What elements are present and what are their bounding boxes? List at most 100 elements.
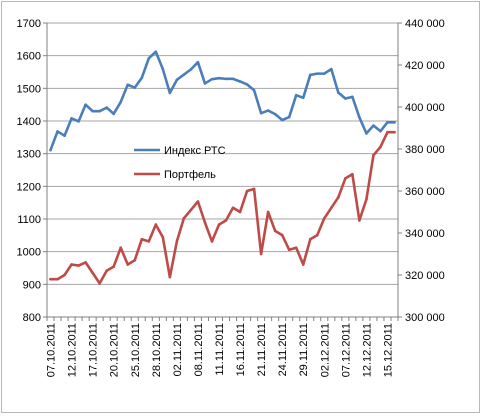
data-point xyxy=(70,263,73,266)
x-axis-tick-label: 25.10.2011 xyxy=(130,323,142,377)
data-point xyxy=(140,238,144,241)
data-point xyxy=(154,50,158,54)
data-point xyxy=(154,223,158,226)
series-line-1 xyxy=(49,130,396,285)
data-point xyxy=(70,117,73,120)
data-point xyxy=(189,68,193,71)
data-point xyxy=(56,130,59,133)
x-axis-tick-label: 07.10.2011 xyxy=(46,323,58,377)
data-point xyxy=(224,77,228,81)
x-axis-tick-label: 24.11.2011 xyxy=(277,323,289,376)
data-point xyxy=(210,77,214,81)
data-point xyxy=(140,76,144,80)
data-point xyxy=(273,112,277,116)
data-point xyxy=(315,72,319,75)
data-point xyxy=(238,210,242,214)
left-axis-tick-label: 1200 xyxy=(17,181,41,193)
data-point xyxy=(161,67,165,71)
legend-label: Портфель xyxy=(164,169,216,181)
line-chart: 800 900 1000 1100 1200 1300 1400 1500 1600 1700 3… xyxy=(17,18,445,377)
data-point xyxy=(77,264,80,267)
right-axis-tick-label: 320 000 xyxy=(405,270,445,282)
data-point xyxy=(91,271,94,275)
left-axis-tick-label: 1700 xyxy=(17,18,41,30)
data-point xyxy=(126,263,130,266)
x-axis-tick-label: 02.12.2011 xyxy=(319,323,331,377)
gridlines xyxy=(47,22,398,285)
data-point xyxy=(161,235,165,239)
data-point xyxy=(280,233,284,237)
right-axis-tick-label: 380 000 xyxy=(405,144,445,156)
x-axis-tick-label: 12.12.2011 xyxy=(361,323,373,377)
data-point xyxy=(189,208,193,212)
x-axis-tick-label: 07.12.2011 xyxy=(340,323,352,377)
x-axis-tick-labels: 07.10.2011 12.10.2011 17.10.2011 20.10.2011… xyxy=(46,323,395,377)
x-axis-tick-label: 21.11.2011 xyxy=(256,323,268,376)
data-point xyxy=(98,109,101,113)
x-axis-tick-label: 16.11.2011 xyxy=(235,323,247,376)
data-point xyxy=(217,223,221,226)
data-point xyxy=(308,73,312,77)
data-point xyxy=(379,145,382,149)
data-point xyxy=(63,134,66,137)
left-axis-tick-label: 800 xyxy=(23,312,41,324)
data-point xyxy=(252,88,256,92)
right-axis-tick-label: 340 000 xyxy=(405,228,445,240)
data-point xyxy=(63,273,66,277)
data-point xyxy=(105,269,108,273)
right-axis-tick-label: 440 000 xyxy=(405,18,445,30)
data-point xyxy=(252,187,256,191)
data-point xyxy=(203,221,207,224)
data-point xyxy=(330,67,333,71)
data-point xyxy=(301,263,305,266)
data-point xyxy=(196,60,200,64)
data-point xyxy=(372,154,375,157)
right-axis-tick-label: 420 000 xyxy=(405,60,445,72)
data-point xyxy=(126,83,130,87)
left-axis-tick-label: 1500 xyxy=(17,83,41,95)
legend: Индекс РТС Портфель xyxy=(134,145,226,181)
x-axis-tick-label: 12.10.2011 xyxy=(67,323,79,377)
data-point xyxy=(322,72,326,75)
x-axis-tick-label: 02.11.2011 xyxy=(172,323,184,376)
data-point xyxy=(168,275,172,279)
data-point xyxy=(210,240,214,243)
data-point xyxy=(77,120,80,123)
data-point xyxy=(386,130,389,134)
data-point xyxy=(372,124,375,127)
left-axis-tick-labels: 800 900 1000 1100 1200 1300 1400 1500 1600 1700 xyxy=(17,18,41,324)
data-point xyxy=(280,118,284,122)
data-point xyxy=(196,200,200,203)
data-point xyxy=(175,240,179,243)
data-point xyxy=(358,116,361,119)
data-point xyxy=(49,148,52,152)
data-point xyxy=(386,121,389,124)
x-axis-tick-label: 11.11.2011 xyxy=(214,323,226,376)
data-point xyxy=(358,219,361,222)
data-point xyxy=(294,246,298,249)
data-point xyxy=(84,103,87,106)
data-point xyxy=(245,83,249,86)
x-axis-tick-label: 28.10.2011 xyxy=(151,323,163,377)
left-axis-tick-label: 1300 xyxy=(17,149,41,161)
data-point xyxy=(91,109,94,113)
data-point xyxy=(133,86,137,89)
x-axis-tick-label: 15.12.2011 xyxy=(382,323,394,377)
data-point xyxy=(351,172,354,176)
data-point xyxy=(175,78,179,82)
data-point xyxy=(168,91,172,95)
data-point xyxy=(112,112,115,116)
data-point xyxy=(266,210,270,214)
left-axis-tick-label: 1400 xyxy=(17,116,41,128)
data-point xyxy=(147,56,151,60)
data-point xyxy=(365,198,368,201)
left-axis-tick-label: 900 xyxy=(23,279,41,291)
data-point xyxy=(245,189,249,193)
data-point xyxy=(224,219,228,222)
data-point xyxy=(147,240,151,243)
data-point xyxy=(259,252,263,256)
data-point xyxy=(365,132,368,135)
data-point xyxy=(182,73,186,76)
data-point xyxy=(84,261,87,264)
